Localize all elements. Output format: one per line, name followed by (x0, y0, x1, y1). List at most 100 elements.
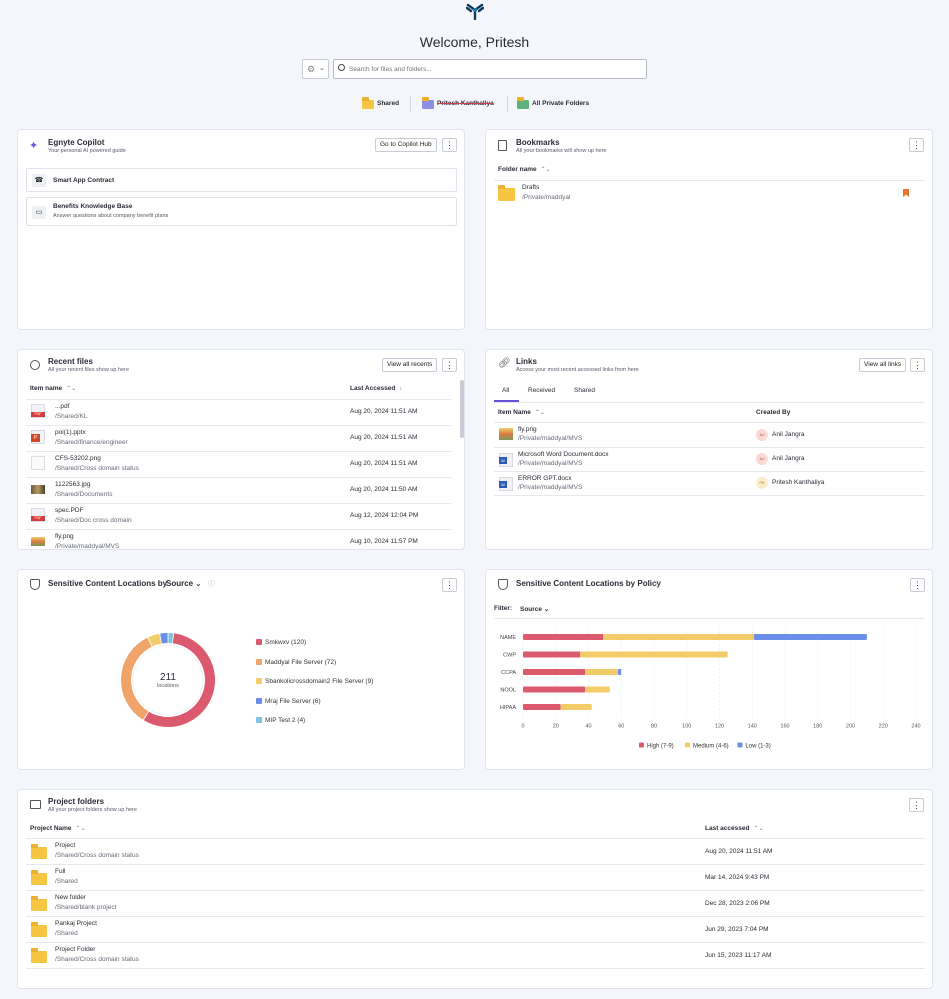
avatar: AJ (756, 453, 768, 465)
legend-label: Mraj File Server (6) (265, 697, 321, 705)
y-tick-label: CWP (503, 653, 516, 659)
card-title: Sensitive Content Locations by Policy (516, 579, 661, 588)
bar-segment[interactable] (523, 704, 561, 710)
source-chart-card: Sensitive Content Locations by Source ⌄ … (17, 569, 465, 770)
legend-item[interactable]: Sbankolicrossdomain2 File Server (9) (256, 678, 373, 685)
bar-segment[interactable] (617, 669, 622, 675)
divider (26, 451, 451, 452)
project-name[interactable]: Project Folder (55, 946, 96, 953)
more-options-icon[interactable]: ⋮ (909, 138, 924, 152)
divider (26, 968, 925, 969)
tab-all[interactable]: All (502, 387, 510, 394)
link-name[interactable]: ERROR GPT.docx (518, 475, 572, 482)
book-icon: ▭ (32, 206, 46, 219)
legend-label: Maddyal File Server (72) (265, 658, 337, 666)
source-dropdown[interactable]: Source ⌄ (166, 579, 202, 588)
legend-item[interactable]: MIP Test 2 (4) (256, 717, 305, 724)
legend-swatch (685, 742, 690, 748)
column-header-item-name[interactable]: Item Name ⌃⌄ (498, 409, 545, 416)
legend-label[interactable]: Low (1-3) (745, 744, 770, 750)
bookmark-name[interactable]: Drafts (522, 184, 540, 191)
view-all-recents-button[interactable]: View all recents (382, 358, 438, 372)
more-options-icon[interactable]: ⋮ (910, 578, 925, 592)
bar-segment[interactable] (560, 704, 592, 710)
search-scope-dropdown[interactable]: ⚙ ⌄ (302, 59, 329, 79)
legend-item[interactable]: Maddyal File Server (72) (256, 658, 337, 666)
tab-received[interactable]: Received (528, 387, 556, 394)
avatar: PK (756, 477, 768, 489)
sparkle-icon: ✦ (29, 140, 39, 152)
file-name[interactable]: poi(1).pptx (55, 429, 86, 436)
file-name[interactable]: ...pdf (55, 403, 70, 410)
sort-icon: ⌃⌄ (753, 826, 764, 832)
search-box[interactable] (333, 59, 647, 79)
bar-segment[interactable] (580, 651, 728, 658)
scrollbar[interactable] (460, 380, 464, 438)
link-name[interactable]: fly.png (518, 426, 537, 433)
legend-item[interactable]: Mraj File Server (6) (256, 697, 321, 705)
links-card: 🔗︎ Links Access your most recent accesse… (485, 349, 933, 550)
copilot-item[interactable]: ☎ Smart App Contract (26, 168, 457, 192)
legend-label[interactable]: Medium (4-6) (693, 744, 729, 750)
pie-slice[interactable] (160, 633, 168, 644)
project-name[interactable]: Project (55, 842, 76, 849)
divider (494, 180, 925, 181)
copilot-item[interactable]: ▭ Benefits Knowledge Base Answer questio… (26, 197, 457, 226)
egnyte-logo[interactable] (465, 2, 485, 21)
file-date: Aug 20, 2024 11:51 AM (350, 408, 418, 415)
divider (494, 495, 925, 496)
project-name[interactable]: Pankaj Project (55, 920, 97, 927)
filter-dropdown[interactable]: Source ⌄ (520, 606, 550, 613)
column-header-project-name[interactable]: Project Name ⌃⌄ (30, 825, 86, 832)
column-header-last-accessed[interactable]: Last accessed ⌃⌄ (705, 825, 764, 832)
bar-segment[interactable] (523, 634, 604, 640)
creator-name: Pritesh Kanthaliya (772, 479, 825, 486)
divider (26, 399, 451, 400)
more-options-icon[interactable]: ⋮ (909, 798, 924, 812)
column-header-folder-name[interactable]: Folder name ⌃⌄ (498, 166, 551, 173)
divider (26, 942, 925, 943)
bar-segment[interactable] (585, 686, 610, 693)
x-tick-label: 220 (879, 724, 888, 730)
y-tick-label: NAME (500, 635, 516, 641)
bar-segment[interactable] (523, 651, 581, 658)
card-subtitle: Access your most recent accessed links f… (516, 367, 639, 373)
project-name[interactable]: New folder (55, 894, 87, 901)
more-options-icon[interactable]: ⋮ (910, 358, 925, 372)
project-folder-icon (31, 870, 47, 885)
legend-item[interactable]: Smkwxv (120) (256, 639, 306, 646)
go-to-copilot-hub-button[interactable]: Go to Copilot Hub (375, 138, 437, 152)
legend-swatch (256, 678, 262, 684)
pie-slice[interactable] (143, 633, 215, 727)
more-options-icon[interactable]: ⋮ (442, 578, 457, 592)
search-input[interactable] (349, 63, 639, 76)
legend-label[interactable]: High (7-9) (647, 744, 674, 750)
bookmark-filled-icon[interactable] (903, 189, 909, 197)
file-date: Aug 20, 2024 11:50 AM (350, 486, 418, 493)
y-tick-label: CCPA (501, 670, 516, 676)
file-name[interactable]: fly.png (55, 533, 74, 540)
info-icon[interactable]: ⓘ (653, 581, 660, 588)
info-icon[interactable]: ⓘ (208, 581, 215, 588)
view-all-links-button[interactable]: View all links (859, 358, 907, 372)
pie-slice[interactable] (121, 637, 152, 720)
bar-segment[interactable] (603, 634, 754, 640)
column-header-last-accessed[interactable]: Last Accessed ↓ (350, 385, 403, 392)
divider (26, 477, 451, 478)
bar-segment[interactable] (523, 669, 586, 675)
file-name[interactable]: 1122563.jpg (55, 481, 91, 488)
column-header-item-name[interactable]: Item name ⌃⌄ (30, 385, 77, 392)
bar-segment[interactable] (585, 669, 618, 675)
link-name[interactable]: Microsoft Word Document.docx (518, 451, 609, 458)
file-name[interactable]: CFS-53202.png (55, 455, 101, 462)
file-date: Aug 10, 2024 11:57 PM (350, 538, 418, 545)
pie-slice[interactable] (148, 633, 162, 647)
more-options-icon[interactable]: ⋮ (442, 138, 457, 152)
project-name[interactable]: Full (55, 868, 66, 875)
file-name[interactable]: spec.PDF (55, 507, 84, 514)
bar-segment[interactable] (753, 634, 867, 640)
sort-desc-icon: ↓ (399, 386, 403, 392)
bar-segment[interactable] (523, 686, 586, 693)
more-options-icon[interactable]: ⋮ (442, 358, 457, 372)
tab-shared[interactable]: Shared (574, 387, 595, 394)
